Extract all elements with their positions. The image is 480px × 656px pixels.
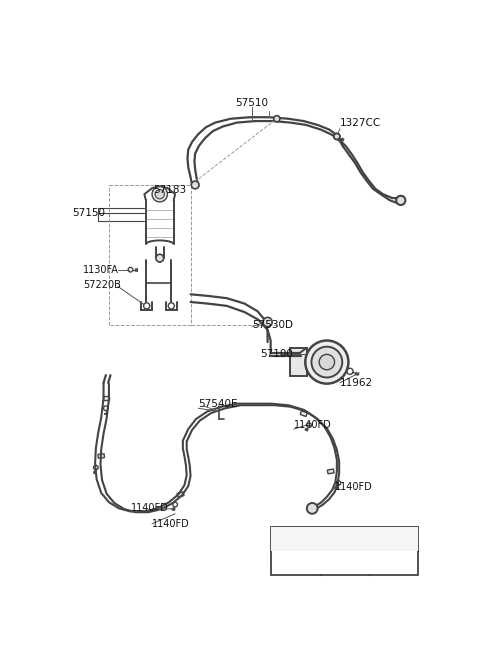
Circle shape (305, 340, 348, 384)
Text: 11962: 11962 (340, 378, 373, 388)
Text: 1130FA: 1130FA (83, 264, 119, 275)
FancyBboxPatch shape (300, 411, 307, 417)
Circle shape (312, 346, 342, 377)
FancyBboxPatch shape (103, 396, 109, 400)
Text: 57510: 57510 (236, 98, 269, 108)
Bar (271, 527, 419, 551)
FancyBboxPatch shape (98, 454, 105, 458)
Text: 57220B: 57220B (83, 280, 120, 290)
Text: 1140DJ: 1140DJ (373, 533, 415, 543)
FancyBboxPatch shape (327, 469, 334, 474)
Circle shape (155, 190, 164, 199)
FancyBboxPatch shape (177, 492, 184, 497)
Circle shape (396, 195, 406, 205)
Circle shape (336, 558, 343, 564)
Circle shape (156, 255, 164, 262)
Text: 1140FD: 1140FD (335, 482, 372, 492)
Circle shape (334, 133, 340, 140)
Text: 1129EM: 1129EM (272, 533, 318, 543)
Text: 1140FD: 1140FD (152, 519, 190, 529)
Circle shape (263, 318, 272, 327)
Text: 57540E: 57540E (198, 399, 238, 409)
Circle shape (287, 558, 293, 564)
Text: 57530D: 57530D (252, 320, 293, 330)
Text: 1140FD: 1140FD (131, 503, 168, 514)
Circle shape (307, 503, 318, 514)
Text: 57100: 57100 (260, 350, 293, 359)
Circle shape (386, 558, 392, 564)
Circle shape (192, 181, 199, 189)
Text: 1140FD: 1140FD (294, 420, 332, 430)
Circle shape (274, 115, 280, 122)
Circle shape (319, 354, 335, 370)
Circle shape (152, 186, 168, 202)
Text: 57183: 57183 (154, 186, 187, 195)
Bar (271, 527, 419, 575)
Text: 57150: 57150 (72, 209, 105, 218)
Circle shape (144, 303, 150, 309)
Bar (290, 348, 307, 376)
Text: 11302: 11302 (326, 533, 363, 543)
Circle shape (168, 303, 174, 309)
Text: 1327CC: 1327CC (340, 118, 381, 129)
